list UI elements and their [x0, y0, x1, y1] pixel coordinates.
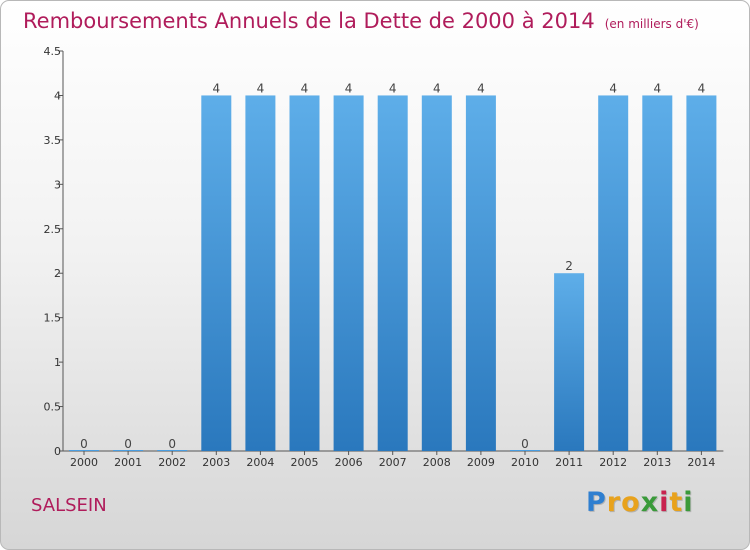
y-tick-label: 1.5 [44, 312, 62, 325]
bar-value-label: 4 [345, 81, 353, 95]
bar-value-label: 0 [521, 437, 529, 451]
y-tick-label: 3 [54, 178, 61, 191]
bar [377, 95, 408, 451]
x-tick-label: 2002 [158, 456, 186, 469]
logo-letter: x [640, 487, 660, 518]
bar-value-label: 0 [124, 437, 132, 451]
bar [598, 95, 629, 451]
y-tick-label: 0 [54, 445, 61, 458]
y-tick-label: 2 [54, 267, 61, 280]
logo-letter: o [621, 487, 641, 518]
x-tick-label: 2008 [423, 456, 451, 469]
x-tick-label: 2010 [511, 456, 539, 469]
x-tick-label: 2007 [379, 456, 407, 469]
chart-title: Remboursements Annuels de la Dette de 20… [23, 9, 699, 33]
commune-name: SALSEIN [31, 495, 107, 516]
value-labels-group: 0 0 0 4 4 4 4 4 4 4 0 2 4 4 4 [80, 81, 705, 451]
bar-value-label: 4 [609, 81, 617, 95]
y-tick-label: 4.5 [44, 45, 62, 58]
bar-value-label: 4 [212, 81, 220, 95]
bar [510, 450, 540, 451]
y-tick-label: 1 [54, 356, 61, 369]
bar-value-label: 4 [389, 81, 397, 95]
bar [69, 450, 99, 451]
bar [421, 95, 452, 451]
bar [201, 95, 232, 451]
x-tick-label: 2004 [246, 456, 274, 469]
bar-value-label: 2 [565, 259, 573, 273]
y-tick-label: 3.5 [44, 134, 62, 147]
x-tick-label: 2014 [687, 456, 715, 469]
bar-value-label: 4 [301, 81, 309, 95]
title-unit: (en milliers d'€) [604, 17, 699, 31]
y-axis: 0 0.5 1 1.5 2 2.5 3 3.5 4 4.5 [44, 45, 64, 458]
x-tick-label: 2009 [467, 456, 495, 469]
x-tick-label: 2005 [291, 456, 319, 469]
bars-group [69, 95, 717, 451]
bar [113, 450, 144, 451]
bar [157, 450, 188, 451]
bar [686, 95, 717, 451]
bar-value-label: 4 [653, 81, 661, 95]
x-tick-label: 2003 [202, 456, 230, 469]
bar [465, 95, 496, 451]
bar-value-label: 4 [698, 81, 706, 95]
y-tick-label: 2.5 [44, 223, 62, 236]
x-tick-label: 2013 [643, 456, 671, 469]
bar [245, 95, 276, 451]
bar-value-label: 0 [168, 437, 176, 451]
x-axis: 2000 2001 2002 2003 2004 2005 2006 2007 2008 2009… [63, 450, 724, 469]
bar [642, 95, 673, 451]
x-tick-label: 2000 [70, 456, 98, 469]
bar-value-label: 4 [477, 81, 485, 95]
title-text: Remboursements Annuels de la Dette de 20… [23, 9, 595, 33]
logo-letter: i [683, 487, 694, 518]
bar [289, 95, 320, 451]
logo-letter: i [659, 487, 670, 518]
y-tick-label: 4 [54, 89, 61, 102]
x-tick-label: 2011 [555, 456, 583, 469]
logo-letter: P [586, 487, 607, 518]
bar [554, 273, 585, 451]
bar-value-label: 4 [433, 81, 441, 95]
logo-letter: r [606, 487, 622, 518]
bar-value-label: 4 [257, 81, 265, 95]
logo-letter: t [669, 487, 684, 518]
x-tick-label: 2012 [599, 456, 627, 469]
x-tick-label: 2006 [335, 456, 363, 469]
bar-value-label: 0 [80, 437, 88, 451]
y-tick-label: 0.5 [44, 401, 62, 414]
bar [333, 95, 364, 451]
x-tick-label: 2001 [114, 456, 142, 469]
proxiti-logo[interactable]: Proxiti [586, 487, 694, 518]
